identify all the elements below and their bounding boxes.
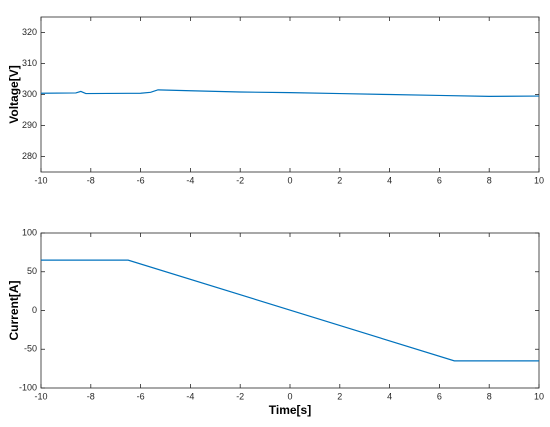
- x-axis-label: Time[s]: [269, 403, 311, 417]
- y-tick-label: 320: [22, 27, 37, 37]
- x-tick-label: -10: [34, 175, 47, 185]
- x-tick-label: 0: [287, 175, 292, 185]
- x-tick-label: 6: [437, 391, 442, 401]
- x-tick-label: -6: [137, 175, 145, 185]
- x-tick-label: 8: [487, 175, 492, 185]
- data-line: [40, 89, 540, 97]
- y-tick-label: -100: [19, 382, 37, 392]
- x-tick-label: -8: [87, 175, 95, 185]
- y-tick-label: 0: [32, 305, 37, 315]
- x-tick-label: -10: [34, 391, 47, 401]
- x-tick-label: -6: [137, 391, 145, 401]
- x-tick-label: 0: [287, 391, 292, 401]
- y-tick-label: 280: [22, 151, 37, 161]
- x-tick-label: 2: [337, 391, 342, 401]
- y-tick-label: 300: [22, 89, 37, 99]
- y-tick-label: 50: [27, 266, 37, 276]
- x-tick-label: 4: [387, 175, 392, 185]
- x-tick-label: 10: [534, 391, 544, 401]
- y-tick-label: -50: [24, 344, 37, 354]
- x-tick-label: 10: [534, 175, 544, 185]
- y-tick-label: 310: [22, 58, 37, 68]
- x-tick-label: -2: [236, 175, 244, 185]
- plot-area: [40, 16, 540, 173]
- x-tick-label: 4: [387, 391, 392, 401]
- x-tick-label: -8: [87, 391, 95, 401]
- y-axis-label: Current[A]: [7, 281, 21, 341]
- x-tick-label: -4: [186, 175, 194, 185]
- x-tick-label: 6: [437, 175, 442, 185]
- x-tick-label: -2: [236, 391, 244, 401]
- x-tick-label: -4: [186, 391, 194, 401]
- x-tick-label: 2: [337, 175, 342, 185]
- data-line: [41, 259, 539, 362]
- y-tick-label: 100: [22, 227, 37, 237]
- y-axis-label: Voltage[V]: [7, 65, 21, 123]
- y-tick-label: 290: [22, 120, 37, 130]
- x-tick-label: 8: [487, 391, 492, 401]
